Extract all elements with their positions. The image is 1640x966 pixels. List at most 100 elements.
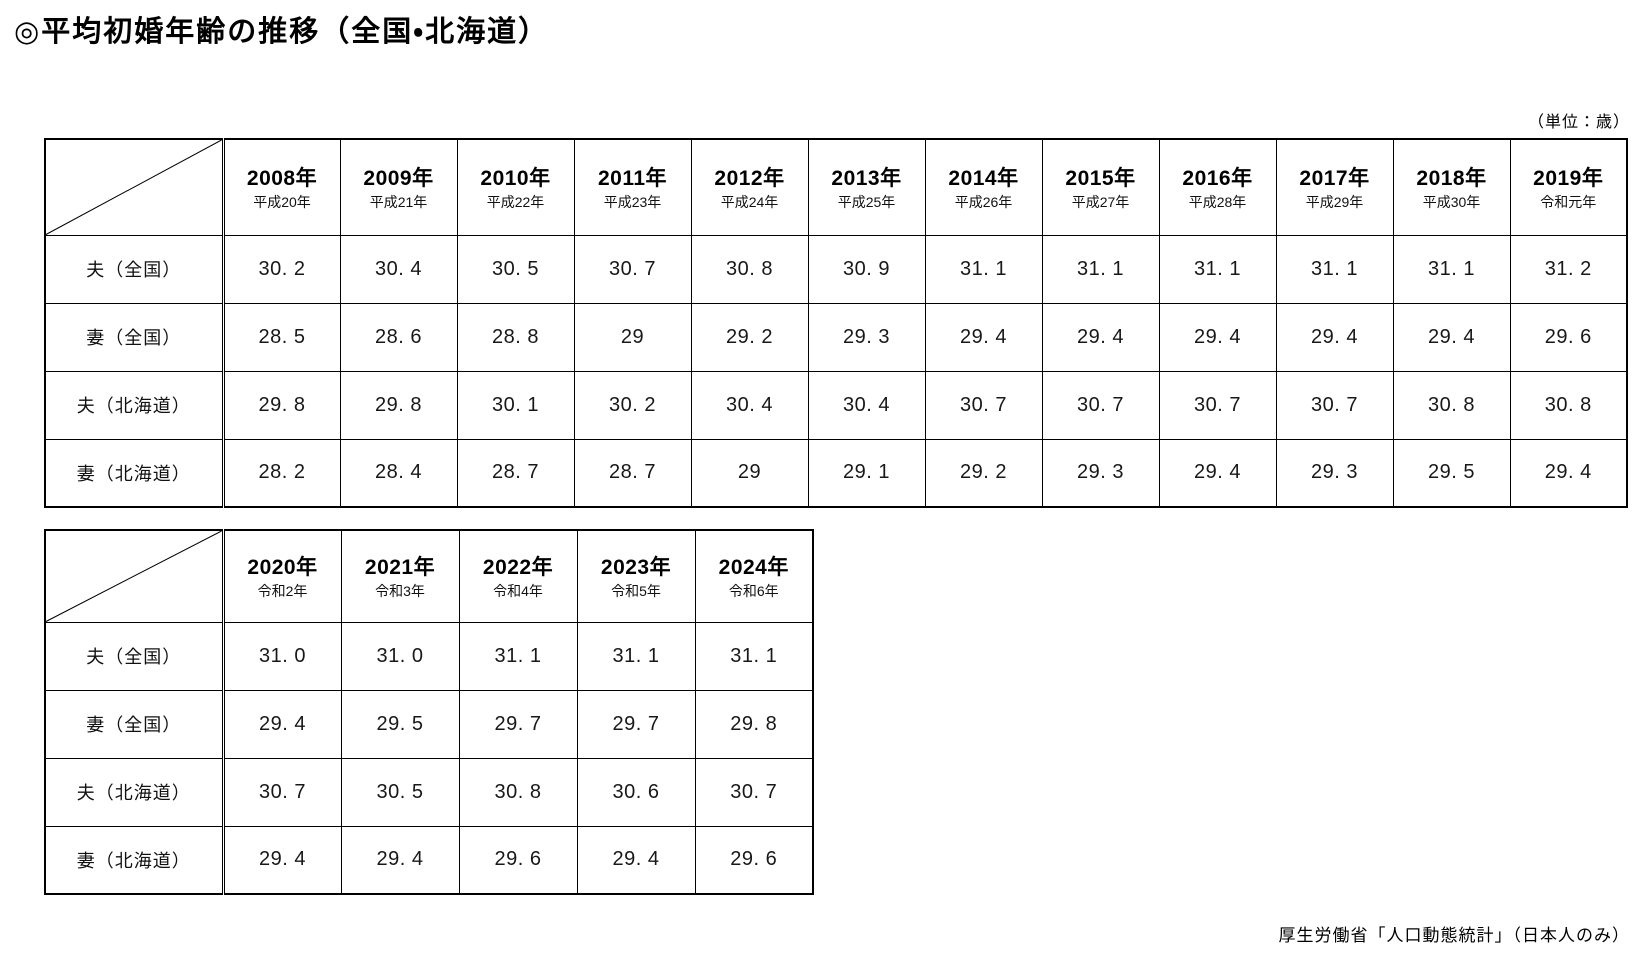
value-cell: 29. 2 <box>924 438 1043 508</box>
value-cell: 29. 3 <box>1275 438 1394 508</box>
value-cell: 30. 7 <box>1275 370 1394 440</box>
year-label: 2020年 <box>247 555 318 579</box>
value-cell: 31. 1 <box>924 234 1043 304</box>
year-label: 2012年 <box>714 166 785 190</box>
value-cell: 29. 4 <box>1041 302 1160 372</box>
value-cell: 31. 1 <box>1041 234 1160 304</box>
row-label: 妻（全国） <box>44 689 225 759</box>
value-cell: 31. 1 <box>458 621 578 691</box>
year-header: 2013年平成25年 <box>807 138 926 236</box>
table-row: 妻（北海道） 29. 4 29. 4 29. 6 29. 4 29. 6 <box>44 825 814 895</box>
value-cell: 30. 7 <box>222 757 342 827</box>
value-cell: 31. 0 <box>222 621 342 691</box>
table-row: 夫（全国） 30. 2 30. 4 30. 5 30. 7 30. 8 30. … <box>44 234 1628 304</box>
year-label: 2016年 <box>1182 166 1253 190</box>
year-label: 2010年 <box>480 166 551 190</box>
row-label: 夫（全国） <box>44 621 225 691</box>
value-cell: 31. 0 <box>340 621 460 691</box>
year-header: 2010年平成22年 <box>456 138 575 236</box>
value-cell: 29. 6 <box>1509 302 1628 372</box>
value-cell: 30. 9 <box>807 234 926 304</box>
value-cell: 29. 8 <box>694 689 814 759</box>
year-header: 2023年令和5年 <box>576 529 696 623</box>
year-header: 2011年 平成23年 <box>573 138 692 236</box>
era-label: 令和3年 <box>375 582 425 599</box>
value-cell: 30. 7 <box>1041 370 1160 440</box>
page-title: ◎平均初婚年齢の推移（全国・北海道） <box>14 16 550 48</box>
year-header: 2022年 令和4年 <box>458 529 578 623</box>
year-header: 2021年令和3年 <box>340 529 460 623</box>
value-cell: 30. 1 <box>456 370 575 440</box>
value-cell: 29. 4 <box>1392 302 1511 372</box>
year-header: 2019年 令和元年 <box>1509 138 1628 236</box>
era-label: 平成20年 <box>253 193 311 210</box>
year-header: 2024年 令和6年 <box>694 529 814 623</box>
value-cell: 28. 5 <box>222 302 341 372</box>
value-cell: 30. 8 <box>458 757 578 827</box>
era-label: 平成27年 <box>1071 193 1130 210</box>
value-cell: 30. 7 <box>573 234 692 304</box>
value-cell: 29. 4 <box>1158 302 1277 372</box>
era-label: 令和5年 <box>611 582 661 599</box>
row-label: 妻（全国） <box>44 302 225 372</box>
value-cell: 29 <box>573 302 692 372</box>
value-cell: 30. 5 <box>340 757 460 827</box>
year-label: 2021年 <box>364 555 436 579</box>
year-label: 2013年 <box>831 166 902 190</box>
value-cell: 29. 4 <box>1158 438 1277 508</box>
year-label: 2018年 <box>1416 166 1487 190</box>
value-cell: 30. 2 <box>573 370 692 440</box>
row-label: 妻（北海道） <box>44 825 225 895</box>
value-cell: 29. 1 <box>807 438 926 508</box>
value-cell: 31. 1 <box>1275 234 1394 304</box>
value-cell: 28. 8 <box>456 302 575 372</box>
year-label: 2009年 <box>363 166 434 190</box>
value-cell: 29. 4 <box>1275 302 1394 372</box>
value-cell: 29. 8 <box>222 370 341 440</box>
value-cell: 29. 5 <box>340 689 460 759</box>
value-cell: 29. 4 <box>340 825 460 895</box>
value-cell: 29 <box>690 438 809 508</box>
era-label: 平成29年 <box>1305 193 1364 210</box>
era-label: 平成25年 <box>837 193 896 210</box>
corner-cell <box>44 138 225 236</box>
era-label: 令和6年 <box>728 582 779 599</box>
year-header: 2017年 平成29年 <box>1275 138 1394 236</box>
value-cell: 29. 7 <box>458 689 578 759</box>
row-label: 夫（北海道） <box>44 757 225 827</box>
era-label: 平成23年 <box>603 193 662 210</box>
row-label: 夫（全国） <box>44 234 225 304</box>
year-header: 2018年平成30年 <box>1392 138 1511 236</box>
year-label: 2014年 <box>948 166 1019 190</box>
corner-cell <box>44 529 225 623</box>
table-first-marriage-age-2020-2024: 2020年 令和2年 2021年 令和3年 2022年 令和4年 2023年 令和5年 … <box>44 529 814 895</box>
value-cell: 29. 8 <box>339 370 458 440</box>
era-label: 平成22年 <box>486 193 545 210</box>
year-header: 2012年平成24年 <box>690 138 809 236</box>
era-label: 平成24年 <box>720 193 779 210</box>
value-cell: 28. 7 <box>456 438 575 508</box>
era-label: 平成28年 <box>1188 193 1247 210</box>
row-label: 夫（北海道） <box>44 370 225 440</box>
value-cell: 30. 8 <box>690 234 809 304</box>
value-cell: 29. 3 <box>807 302 926 372</box>
value-cell: 30. 5 <box>456 234 575 304</box>
year-label: 2023年 <box>600 555 672 579</box>
year-label: 2019年 <box>1533 166 1604 190</box>
year-header: 2008年平成20年 <box>222 138 341 236</box>
value-cell: 29. 7 <box>576 689 696 759</box>
year-label: 2022年 <box>482 555 554 579</box>
value-cell: 30. 8 <box>1509 370 1628 440</box>
value-cell: 29. 3 <box>1041 438 1160 508</box>
year-label: 2008年 <box>246 166 318 190</box>
value-cell: 31. 1 <box>694 621 814 691</box>
value-cell: 30. 8 <box>1392 370 1511 440</box>
table-row: 妻（北海道） 28. 2 28. 4 28. 7 28. 7 29 29. 1 … <box>44 438 1628 508</box>
header-row: 2020年 令和2年 2021年 令和3年 2022年 令和4年 2023年 令和5年 … <box>44 529 814 623</box>
value-cell: 30. 7 <box>1158 370 1277 440</box>
era-label: 平成21年 <box>369 193 428 210</box>
era-label: 平成30年 <box>1422 193 1481 210</box>
year-header: 2009年平成21年 <box>339 138 458 236</box>
value-cell: 30. 2 <box>222 234 341 304</box>
era-label: 令和2年 <box>257 582 308 599</box>
